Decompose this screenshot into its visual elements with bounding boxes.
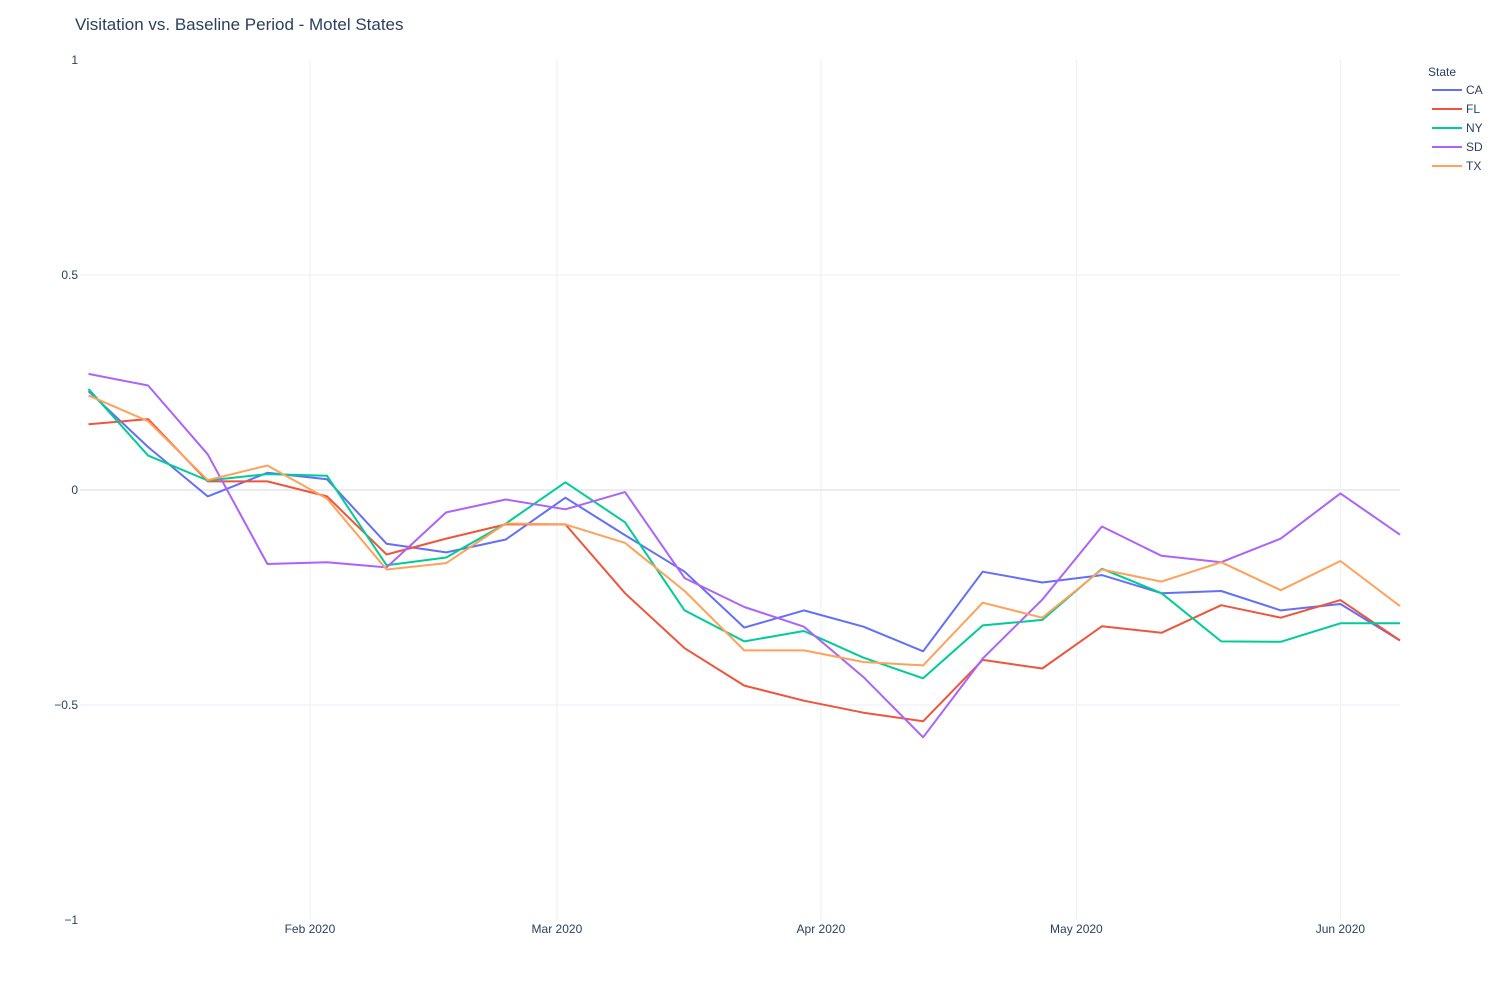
legend-label: SD [1466,140,1483,154]
series-layer [87,372,1401,739]
y-axis-ticks: 1 0.5 0 −0.5 −1 [54,53,78,927]
series-line-tx[interactable] [88,394,1401,667]
y-tick-label: 1 [71,53,78,67]
legend[interactable]: CA FL NY SD TX [1432,83,1483,173]
chart-title: Visitation vs. Baseline Period - Motel S… [75,15,404,34]
gridlines [80,60,1400,920]
y-tick-label: −1 [64,913,78,927]
legend-label: CA [1466,83,1483,97]
x-tick-label: Jun 2020 [1316,922,1366,936]
series-line-ca[interactable] [87,390,1401,653]
x-tick-label: Mar 2020 [532,922,583,936]
series-line-sd[interactable] [88,372,1401,739]
legend-label: NY [1466,121,1483,135]
legend-item-ca[interactable]: CA [1432,83,1483,97]
legend-title: State [1428,65,1456,79]
series-line-ny[interactable] [87,388,1401,680]
y-tick-label: 0 [71,483,78,497]
legend-label: TX [1466,159,1481,173]
legend-item-sd[interactable]: SD [1432,140,1483,154]
x-tick-label: May 2020 [1050,922,1103,936]
x-tick-label: Apr 2020 [797,922,846,936]
y-tick-label: 0.5 [61,268,78,282]
series-line-fl[interactable] [88,418,1401,723]
y-tick-label: −0.5 [54,698,78,712]
legend-label: FL [1466,102,1480,116]
legend-item-fl[interactable]: FL [1432,102,1480,116]
legend-item-ny[interactable]: NY [1432,121,1483,135]
legend-item-tx[interactable]: TX [1432,159,1481,173]
x-axis-ticks: Feb 2020 Mar 2020 Apr 2020 May 2020 Jun 2020 [285,922,1366,936]
x-tick-label: Feb 2020 [285,922,336,936]
